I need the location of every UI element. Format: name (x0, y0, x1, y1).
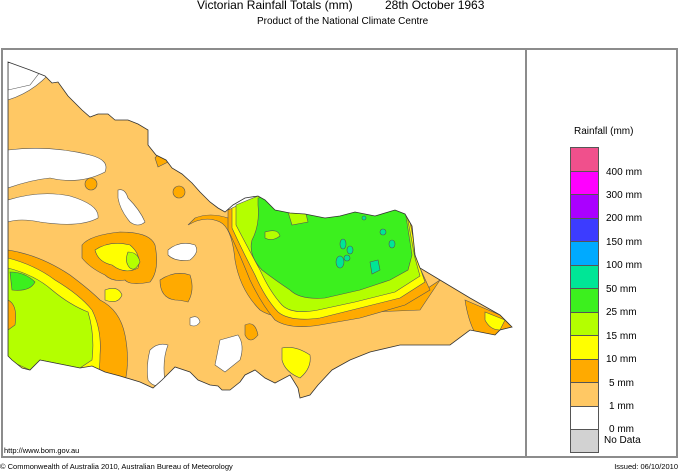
legend-label: 100 mm (606, 260, 643, 271)
legend-label: 5 mm (609, 378, 634, 389)
legend-label: 25 mm (606, 307, 637, 318)
rainfall-contours (8, 62, 512, 398)
source-url[interactable]: http://www.bom.gov.au (4, 446, 80, 455)
legend-divider (525, 48, 527, 458)
rainfall-map (7, 61, 513, 399)
map-date: 28th October 1963 (385, 0, 485, 12)
issued-date: Issued: 06/10/2010 (614, 462, 678, 471)
legend-label: 300 mm (606, 190, 643, 201)
legend-label: 10 mm (606, 354, 637, 365)
legend-swatch (570, 335, 599, 359)
legend-label: 1 mm (609, 401, 634, 412)
legend-label: 15 mm (606, 331, 637, 342)
copyright-text: © Commonwealth of Australia 2010, Austra… (0, 462, 233, 471)
map-frame (1, 48, 678, 458)
legend-label: 50 mm (606, 284, 637, 295)
legend-label: 400 mm (606, 167, 643, 178)
victoria-boundary (7, 61, 513, 399)
legend-swatch (570, 429, 599, 453)
legend-swatch (570, 241, 599, 265)
legend-swatch (570, 147, 599, 171)
map-subtitle: Product of the National Climate Centre (257, 16, 429, 27)
legend-swatch (570, 405, 599, 429)
legend-swatch (570, 382, 599, 406)
legend-swatch (570, 358, 599, 382)
legend-swatch (570, 194, 599, 218)
map-title: Victorian Rainfall Totals (mm) (197, 0, 353, 12)
rainfall-legend (570, 147, 599, 453)
legend-swatch (570, 217, 599, 241)
legend-swatch (570, 170, 599, 194)
legend-title: Rainfall (mm) (574, 126, 634, 137)
legend-label: 0 mm (609, 424, 634, 435)
legend-swatch (570, 264, 599, 288)
legend-label: 200 mm (606, 213, 643, 224)
legend-label: 150 mm (606, 237, 643, 248)
legend-swatch (570, 311, 599, 335)
legend-label-no-data: No Data (604, 435, 641, 446)
legend-swatch (570, 288, 599, 312)
